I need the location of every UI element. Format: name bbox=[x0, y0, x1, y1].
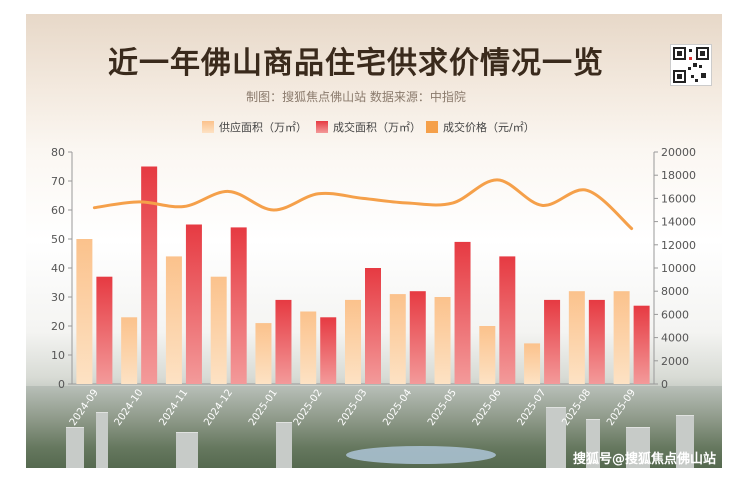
x-tick-label: 2025-04 bbox=[381, 387, 414, 428]
x-tick-label: 2024-11 bbox=[157, 387, 190, 428]
right-tick-label: 18000 bbox=[661, 169, 696, 182]
bar-deal bbox=[141, 166, 158, 384]
legend-label-2: 成交面积（万㎡） bbox=[333, 120, 421, 134]
bar-supply bbox=[613, 291, 630, 384]
legend-swatch-1 bbox=[202, 121, 214, 133]
x-tick-label: 2024-09 bbox=[68, 387, 101, 428]
chart-title: 近一年佛山商品住宅供求价情况一览 bbox=[108, 46, 604, 81]
bar-deal bbox=[230, 227, 247, 384]
left-tick-label: 20 bbox=[51, 320, 65, 333]
bar-deal bbox=[96, 276, 113, 384]
x-tick-label: 2025-09 bbox=[605, 387, 638, 428]
bar-supply bbox=[76, 239, 93, 384]
left-tick-label: 80 bbox=[51, 146, 65, 159]
right-tick-label: 2000 bbox=[661, 355, 689, 368]
bar-supply bbox=[524, 343, 541, 384]
qr-code-icon bbox=[670, 44, 712, 86]
right-tick-label: 14000 bbox=[661, 216, 696, 229]
bar-deal bbox=[544, 299, 561, 384]
city-skyline-background bbox=[26, 386, 722, 468]
right-tick-label: 20000 bbox=[661, 146, 696, 159]
bar-deal bbox=[320, 317, 337, 384]
x-tick-label: 2025-01 bbox=[247, 387, 280, 428]
right-tick-label: 10000 bbox=[661, 262, 696, 275]
legend-swatch-3 bbox=[426, 121, 438, 133]
x-tick-label: 2024-10 bbox=[113, 387, 146, 428]
chart-subtitle: 制图：搜狐焦点佛山站 数据来源：中指院 bbox=[246, 90, 466, 104]
legend-label-3: 成交价格（元/㎡） bbox=[443, 120, 535, 134]
left-tick-label: 70 bbox=[51, 175, 65, 188]
x-tick-label: 2024-12 bbox=[202, 387, 235, 428]
bar-deal bbox=[275, 299, 292, 384]
bar-deal bbox=[409, 291, 426, 384]
x-tick-label: 2025-02 bbox=[292, 387, 325, 428]
right-tick-label: 4000 bbox=[661, 332, 689, 345]
bar-deal bbox=[588, 299, 605, 384]
x-tick-label: 2025-05 bbox=[426, 387, 459, 428]
bar-supply bbox=[479, 326, 496, 384]
bar-deal bbox=[365, 268, 381, 384]
left-tick-label: 0 bbox=[58, 378, 65, 391]
lake bbox=[346, 446, 496, 464]
footer-watermark: 搜狐号@搜狐焦点佛山站 bbox=[572, 452, 716, 467]
left-tick-label: 30 bbox=[51, 291, 65, 304]
legend-swatch-2 bbox=[316, 121, 328, 133]
bar-supply bbox=[434, 297, 451, 384]
x-tick-label: 2025-06 bbox=[471, 387, 504, 428]
left-tick-label: 60 bbox=[51, 204, 65, 217]
price-line bbox=[92, 178, 634, 231]
x-tick-label: 2025-07 bbox=[516, 387, 549, 428]
bar-deal bbox=[633, 305, 650, 384]
left-tick-label: 10 bbox=[51, 349, 65, 362]
right-tick-label: 16000 bbox=[661, 192, 696, 205]
left-tick-label: 50 bbox=[51, 233, 65, 246]
bar-deal bbox=[185, 224, 202, 384]
right-tick-label: 0 bbox=[661, 378, 668, 391]
bar-deal bbox=[499, 256, 516, 384]
chart-plot: 0 10 20 30 40 50 60 70 80 0 2000 4000 6000 8000 10000 1… bbox=[51, 120, 696, 428]
bar-supply bbox=[210, 276, 227, 384]
bar-supply bbox=[389, 294, 406, 384]
x-tick-label: 2025-03 bbox=[336, 387, 369, 428]
right-tick-label: 6000 bbox=[661, 308, 689, 321]
right-tick-label: 12000 bbox=[661, 239, 696, 252]
bar-supply bbox=[121, 317, 138, 384]
bar-supply bbox=[568, 291, 585, 384]
chart-card: 近一年佛山商品住宅供求价情况一览 制图：搜狐焦点佛山站 数据来源：中指院 0 10… bbox=[26, 14, 722, 468]
bar-supply bbox=[345, 299, 361, 384]
bar-supply bbox=[300, 311, 317, 384]
bar-supply bbox=[255, 323, 272, 384]
x-tick-label: 2025-08 bbox=[560, 387, 593, 428]
right-tick-label: 8000 bbox=[661, 285, 689, 298]
bar-deal bbox=[454, 241, 471, 384]
left-tick-label: 40 bbox=[51, 262, 65, 275]
legend-label-1: 供应面积（万㎡） bbox=[219, 120, 307, 134]
bar-supply bbox=[165, 256, 182, 384]
